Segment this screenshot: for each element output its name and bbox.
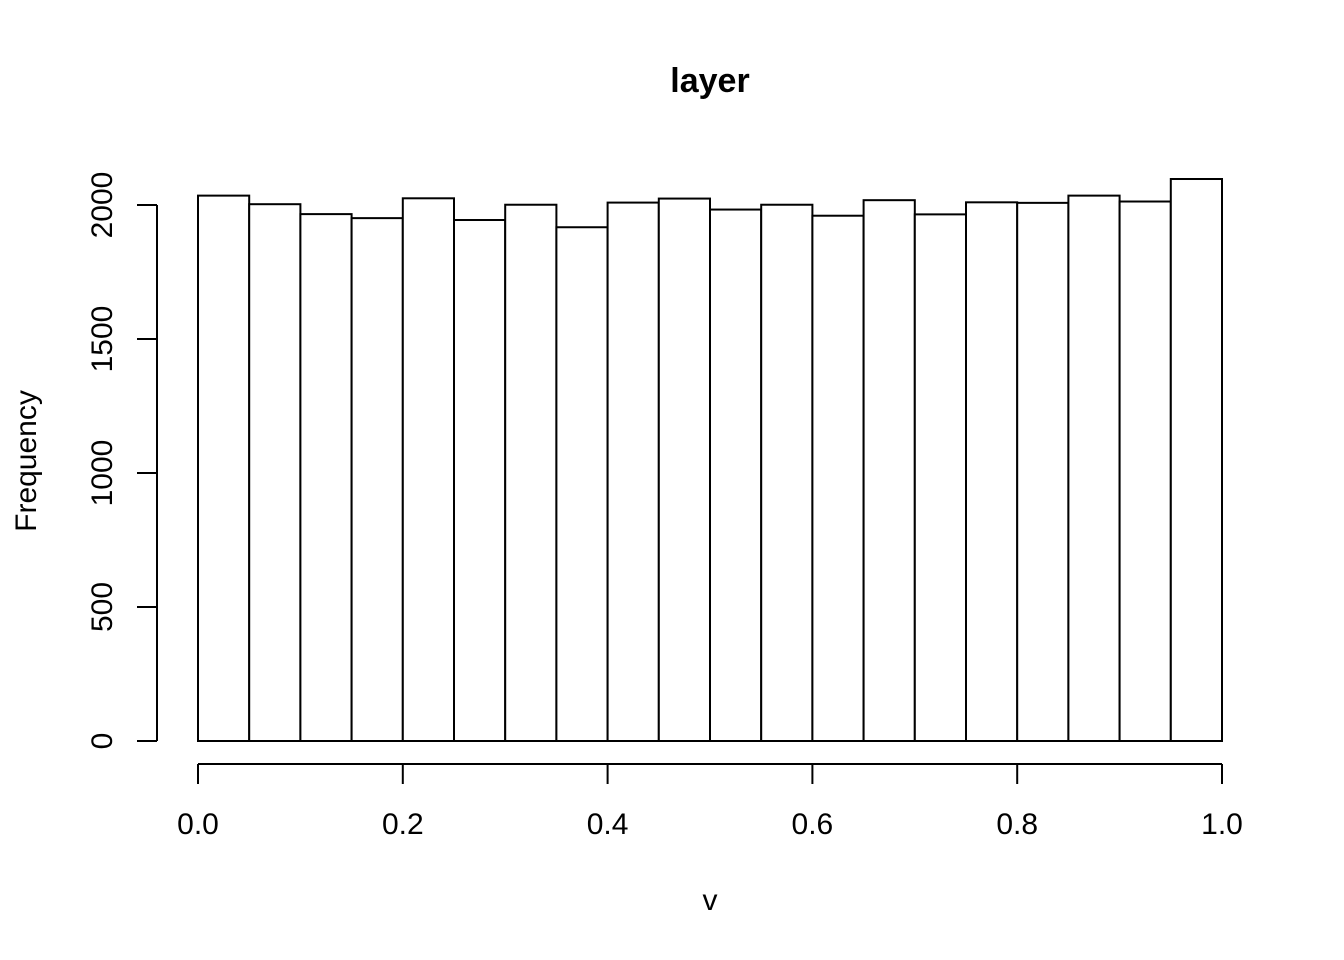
y-tick-label: 2000 — [86, 172, 119, 239]
histogram-bar — [350, 217, 404, 742]
x-tick-label: 1.0 — [1201, 808, 1243, 841]
y-tick-label: 0 — [86, 733, 119, 750]
y-tick-label: 1500 — [86, 306, 119, 373]
x-axis: 0.0 0.2 0.4 0.6 0.8 1.0 — [177, 763, 1243, 841]
x-tick-label: 0.4 — [587, 808, 629, 841]
y-axis: 0 500 1000 1500 2000 — [86, 172, 158, 750]
histogram-bar — [299, 213, 353, 742]
histogram-bar — [453, 219, 507, 742]
histogram-bar — [965, 201, 1019, 742]
histogram-bar — [504, 203, 558, 742]
chart-title: layer — [670, 62, 749, 100]
histogram-bar — [862, 199, 916, 742]
x-axis-label: v — [703, 884, 718, 917]
x-tick-label: 0.0 — [177, 808, 219, 841]
histogram-bar — [1016, 201, 1070, 742]
histogram-bar — [913, 213, 967, 742]
y-tick-label: 1000 — [86, 440, 119, 507]
histogram-bar — [197, 194, 251, 742]
histogram-bar — [811, 214, 865, 743]
histogram-bar — [1067, 194, 1121, 742]
histogram-bar — [1118, 200, 1172, 743]
x-tick-label: 0.8 — [996, 808, 1038, 841]
histogram-bar — [606, 201, 660, 742]
y-axis-label: Frequency — [10, 390, 43, 532]
histogram-bar — [760, 203, 814, 742]
x-tick-label: 0.6 — [792, 808, 834, 841]
x-tick-label: 0.2 — [382, 808, 424, 841]
y-tick-label: 500 — [86, 582, 119, 632]
histogram-bar — [709, 208, 763, 742]
histogram-bar — [401, 197, 455, 743]
histogram-bar — [657, 197, 711, 742]
histogram-bar — [248, 203, 302, 743]
histogram-bar — [555, 226, 609, 742]
bars-group — [197, 178, 1224, 743]
histogram-bar — [1169, 178, 1224, 742]
